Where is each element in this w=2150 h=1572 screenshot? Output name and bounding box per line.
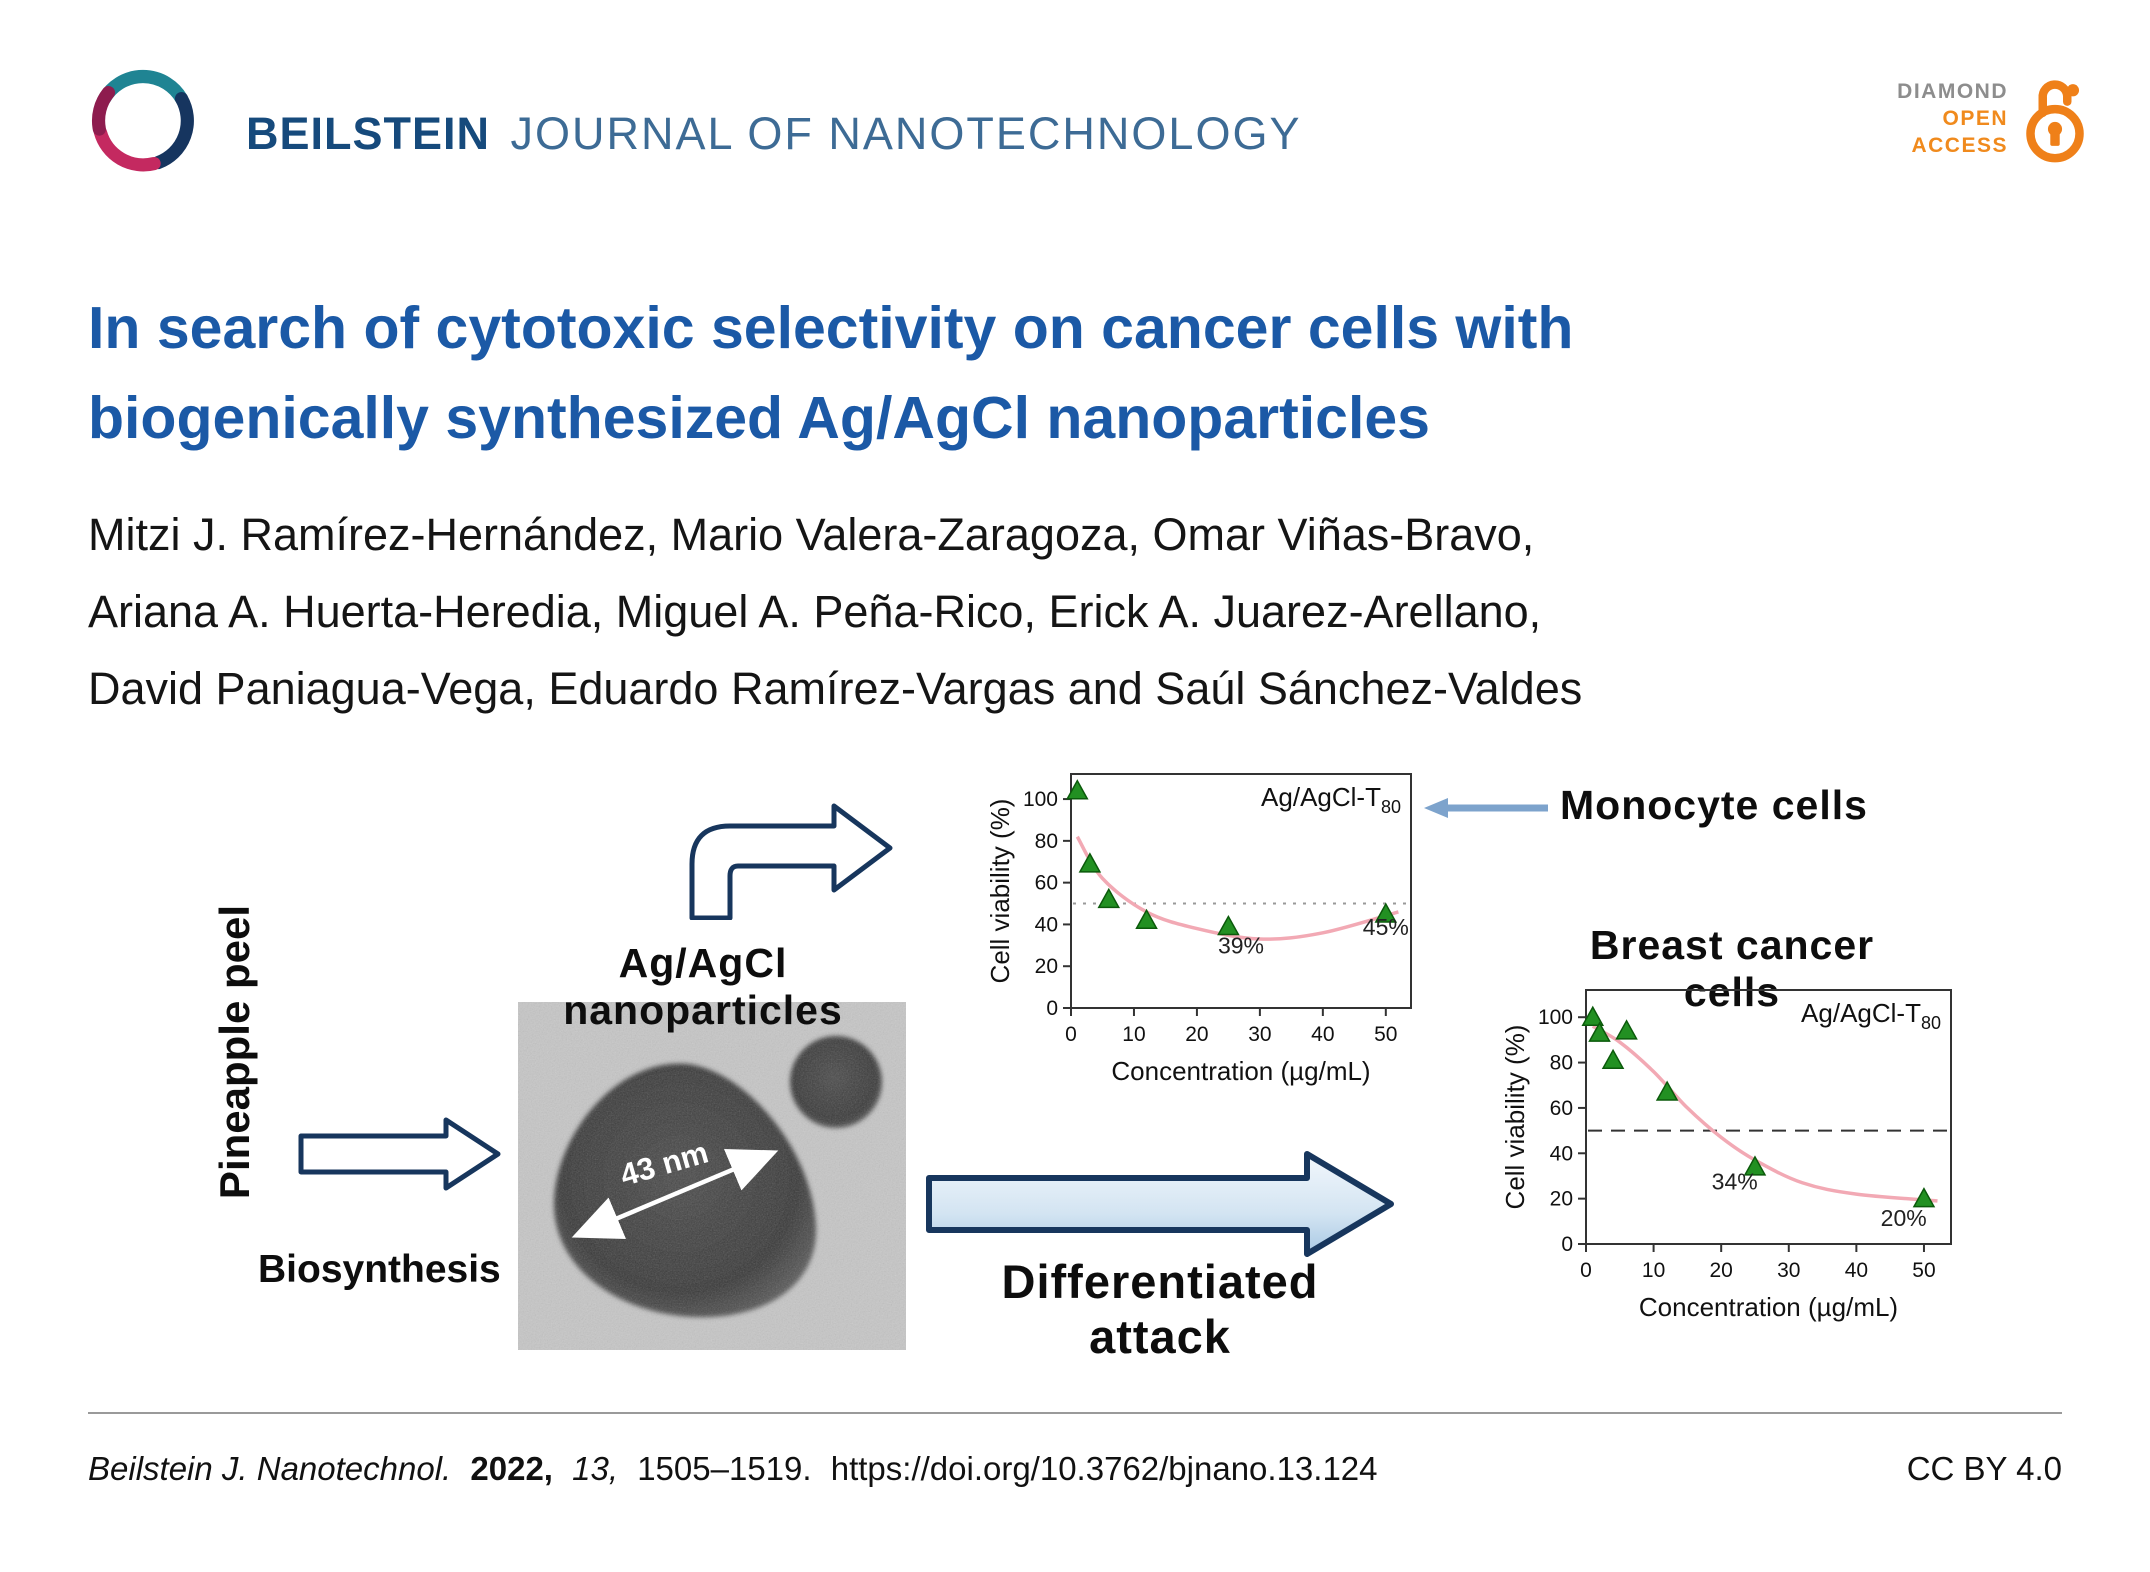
citation-pages: 1505–1519. (637, 1450, 812, 1487)
breast-cancer-viability-chart: 0 10 20 30 40 50 0 20 40 60 80 100 Concentration (µg… (1500, 989, 1952, 1322)
diamond-label: DIAMOND (1897, 80, 2008, 103)
svg-text:10: 10 (1642, 1259, 1665, 1282)
monocyte-cells-label: Monocyte cells (1560, 782, 1868, 828)
svg-text:30: 30 (1777, 1259, 1800, 1282)
journal-name: BEILSTEIN JOURNAL OF NANOTECHNOLOGY (246, 108, 1301, 160)
svg-text:60: 60 (1550, 1097, 1573, 1120)
authors-line-1: Mitzi J. Ramírez-Hernández, Mario Valera… (88, 509, 1535, 560)
open-access-badge: DIAMOND OPEN ACCESS (1897, 74, 2088, 166)
authors-line-3: David Paniagua-Vega, Eduardo Ramírez-Var… (88, 663, 1583, 714)
footer-divider (88, 1412, 2062, 1414)
svg-text:Ag/AgCl-T80: Ag/AgCl-T80 (1261, 782, 1401, 817)
svg-text:0: 0 (1065, 1023, 1077, 1046)
authors-line-2: Ariana A. Huerta-Heredia, Miguel A. Peña… (88, 586, 1542, 637)
page-title: In search of cytotoxic selectivity on ca… (88, 283, 1573, 463)
svg-text:0: 0 (1046, 997, 1058, 1020)
svg-text:60: 60 (1035, 872, 1058, 895)
svg-text:Cell viability (%): Cell viability (%) (1500, 1025, 1530, 1210)
license-label: CC BY 4.0 (1906, 1450, 2062, 1487)
svg-text:100: 100 (1023, 788, 1058, 811)
svg-text:40: 40 (1311, 1023, 1334, 1046)
biosynthesis-label: Biosynthesis (258, 1248, 501, 1291)
svg-text:0: 0 (1561, 1233, 1573, 1256)
svg-text:20: 20 (1035, 955, 1058, 978)
svg-text:40: 40 (1035, 913, 1058, 936)
svg-text:80: 80 (1035, 830, 1058, 853)
nanoparticles-label: Ag/AgCl nanoparticles (563, 940, 843, 1033)
svg-text:45%: 45% (1363, 914, 1409, 940)
svg-text:34%: 34% (1712, 1169, 1758, 1195)
svg-text:30: 30 (1248, 1023, 1271, 1046)
monocyte-viability-chart: 0 10 20 30 40 50 0 20 40 60 80 100 Concentration (µg… (985, 773, 1412, 1086)
svg-text:20: 20 (1185, 1023, 1208, 1046)
elbow-arrow-icon (689, 803, 893, 920)
svg-text:20%: 20% (1881, 1205, 1927, 1231)
monocyte-pointer-arrow-icon (1424, 798, 1548, 818)
svg-text:20: 20 (1550, 1188, 1573, 1211)
svg-text:50: 50 (1374, 1023, 1397, 1046)
svg-text:0: 0 (1580, 1259, 1592, 1282)
title-line-2: biogenically synthesized Ag/AgCl nanopar… (88, 385, 1430, 451)
svg-text:Concentration (µg/mL): Concentration (µg/mL) (1111, 1056, 1370, 1086)
citation-doi: https://doi.org/10.3762/bjnano.13.124 (830, 1450, 1378, 1487)
svg-text:10: 10 (1122, 1023, 1145, 1046)
open-access-text: DIAMOND OPEN ACCESS (1897, 74, 2008, 159)
svg-text:80: 80 (1550, 1052, 1573, 1075)
svg-text:40: 40 (1550, 1142, 1573, 1165)
citation-volume: 13, (572, 1450, 619, 1487)
pineapple-peel-label: Pineapple peel (211, 904, 258, 1200)
svg-text:20: 20 (1710, 1259, 1733, 1282)
biosynthesis-arrow-icon (298, 1117, 501, 1191)
svg-text:Ag/AgCl-T80: Ag/AgCl-T80 (1801, 998, 1941, 1033)
differentiated-attack-arrow-icon (926, 1151, 1394, 1257)
beilstein-logo-icon (84, 52, 206, 194)
svg-text:50: 50 (1912, 1259, 1935, 1282)
citation-year: 2022, (470, 1450, 553, 1487)
svg-text:39%: 39% (1218, 933, 1264, 959)
citation-journal: Beilstein J. Nanotechnol. (88, 1450, 452, 1487)
open-access-lock-icon (2022, 74, 2088, 166)
breast-cancer-cells-label: Breast cancer cells (1589, 922, 1875, 1015)
tem-micrograph-image: 43 nm (518, 1002, 906, 1355)
svg-text:40: 40 (1845, 1259, 1868, 1282)
access-label: ACCESS (1911, 134, 2008, 157)
citation: Beilstein J. Nanotechnol. 2022, 13, 1505… (88, 1450, 1378, 1488)
title-line-1: In search of cytotoxic selectivity on ca… (88, 295, 1574, 361)
svg-text:100: 100 (1538, 1006, 1573, 1029)
differentiated-attack-label: Differentiated attack (1001, 1255, 1319, 1363)
journal-name-bold: BEILSTEIN (246, 108, 491, 159)
author-list: Mitzi J. Ramírez-Hernández, Mario Valera… (88, 496, 1582, 727)
svg-text:Concentration (µg/mL): Concentration (µg/mL) (1639, 1292, 1898, 1322)
open-label: OPEN (1942, 107, 2008, 130)
journal-name-rest: JOURNAL OF NANOTECHNOLOGY (510, 108, 1302, 159)
svg-text:Cell viability (%): Cell viability (%) (985, 799, 1015, 984)
